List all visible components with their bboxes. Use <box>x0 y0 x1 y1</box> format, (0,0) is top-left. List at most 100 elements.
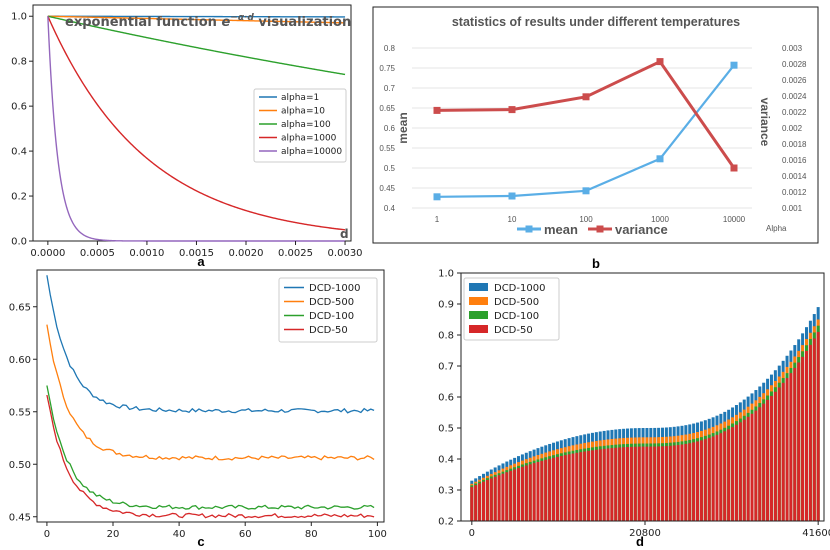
panel-b-right-tick-label: 0.002 <box>782 124 803 133</box>
panel-d-bar-DCD-50 <box>606 448 610 521</box>
panel-d-bar-DCD-50 <box>489 478 493 521</box>
panel-d-bar-DCD-50 <box>812 338 816 521</box>
panel-a-series-line-alpha-1000 <box>47 15 346 231</box>
panel-c-y-tick-label: 0.60 <box>9 355 31 366</box>
panel-b-legend-marker <box>525 225 533 233</box>
panel-d-y-tick-label: 0.7 <box>438 362 454 373</box>
panel-d-legend-box <box>463 277 560 341</box>
panel-d-bar-DCD-50 <box>653 446 657 521</box>
panel-d-bar-DCD-50 <box>567 454 571 521</box>
panel-d-legend-label: DCD-1000 <box>494 283 545 294</box>
panel-c-series-line-DCD-50 <box>46 394 375 519</box>
panel-c-legend-box <box>278 277 378 343</box>
panel-c-series-line-DCD-500 <box>46 324 375 461</box>
panel-d-bar-DCD-50 <box>536 461 540 521</box>
panel-d-bar-DCD-50 <box>513 469 517 521</box>
panel-a-legend-label: alpha=1000 <box>281 134 337 144</box>
panel-b-marker-mean <box>508 192 516 200</box>
panel-d-bar-DCD-50 <box>544 459 548 521</box>
panel-d-bar-DCD-50 <box>645 446 649 521</box>
panel-d-x-tick-label: 0 <box>469 528 475 539</box>
panel-c-series-line-DCD-1000 <box>46 275 375 414</box>
panel-d-bar-DCD-50 <box>649 446 653 521</box>
panel-d-bar-DCD-50 <box>769 395 773 521</box>
panel-d-bar-DCD-50 <box>622 447 626 521</box>
panel-d-bar-DCD-50 <box>738 422 742 521</box>
panel-d-y-tick-label: 0.4 <box>438 455 454 466</box>
panel-d-bar-DCD-50 <box>501 473 505 521</box>
panel-c-x-tick-label: 80 <box>305 529 318 540</box>
panel-d-bar-DCD-50 <box>742 419 746 521</box>
panel-c-y-tick-label: 0.65 <box>9 302 31 313</box>
panel-a-y-tick-label: 0.8 <box>11 57 27 68</box>
panel-d-bar-DCD-50 <box>684 443 688 521</box>
panel-b-x-tick-label: 10 <box>508 215 517 224</box>
panel-d-bar-DCD-50 <box>509 470 513 521</box>
panel-d-bar-DCD-50 <box>692 442 696 521</box>
panel-a-x-tick-label: 0.0005 <box>80 248 115 259</box>
panel-b-left-tick-label: 0.65 <box>379 104 395 113</box>
panel-a-y-tick-label: 0.2 <box>11 192 27 203</box>
panel-b-left-tick-label: 0.7 <box>384 84 396 93</box>
panel-label-b: b <box>592 256 600 271</box>
panel-d-bar-DCD-50 <box>696 441 700 521</box>
panel-d-bar-DCD-50 <box>482 481 485 521</box>
panel-d-bar-DCD-50 <box>688 443 692 521</box>
panel-d-bar-DCD-50 <box>773 391 777 521</box>
panel-d-bar-DCD-50 <box>715 434 719 521</box>
panel-d-bar-DCD-50 <box>731 427 735 521</box>
panel-d-x-tick-label: 20800 <box>629 528 661 539</box>
panel-b-ylabel-left: mean <box>396 112 410 143</box>
panel-c-legend-label: DCD-100 <box>309 311 354 322</box>
panel-b-left-tick-label: 0.45 <box>379 184 395 193</box>
panel-d-bar-DCD-50 <box>661 446 665 521</box>
panel-d-bar-DCD-50 <box>641 446 645 521</box>
panel-c-x-tick-label: 60 <box>239 529 252 540</box>
panel-b-legend-label: variance <box>615 222 668 237</box>
panel-b-right-tick-label: 0.0014 <box>782 172 807 181</box>
panel-d-bar-DCD-50 <box>793 367 797 521</box>
panel-a-legend-label: alpha=10000 <box>281 147 342 157</box>
panel-d-bar-DCD-50 <box>816 331 820 521</box>
panel-b-right-tick-label: 0.0026 <box>782 76 807 85</box>
panel-d-bar-DCD-50 <box>493 476 497 521</box>
panel-b-right-tick-label: 0.0024 <box>782 92 807 101</box>
panel-b-legend: mean variance <box>517 222 668 237</box>
panel-d-bar-DCD-50 <box>594 449 598 521</box>
panel-b-right-tick-label: 0.0028 <box>782 60 807 69</box>
panel-b: statistics of results under different te… <box>372 6 819 271</box>
panel-b-marker-mean <box>433 193 441 201</box>
panel-a-legend-label: alpha=1 <box>281 93 319 103</box>
panel-b-x-tick-label: 100 <box>579 215 593 224</box>
panel-a-x-tick-label: 0.0020 <box>228 248 263 259</box>
panel-c-y-tick-label: 0.45 <box>9 512 31 523</box>
panel-b-right-tick-label: 0.0022 <box>782 108 807 117</box>
panel-b-marker-variance <box>656 58 664 66</box>
panel-a-corner-label: d <box>340 227 349 241</box>
panel-d-bar-DCD-50 <box>746 416 750 521</box>
panel-b-marker-mean <box>656 155 664 163</box>
panel-label-c: c <box>197 534 204 549</box>
panel-d-bar-DCD-50 <box>520 466 524 521</box>
panel-a-legend-label: alpha=10 <box>281 107 325 117</box>
panel-b-left-tick-label: 0.5 <box>384 164 396 173</box>
panel-d-bar-DCD-50 <box>637 446 641 521</box>
panel-a: 0.0000 0.0005 0.0010 0.0015 0.0020 0.0025 0.00… <box>11 4 363 269</box>
panel-d-bar-DCD-50 <box>559 456 563 521</box>
panel-d-bar-DCD-50 <box>785 378 789 521</box>
panel-b-right-tick-label: 0.001 <box>782 204 803 213</box>
panel-b-title: statistics of results under different te… <box>452 15 740 29</box>
panel-b-left-tick-label: 0.4 <box>384 204 396 213</box>
panel-a-x-tick-label: 0.0030 <box>328 248 363 259</box>
panel-d-bar-DCD-50 <box>575 452 579 521</box>
panel-d-bar-DCD-50 <box>505 472 509 521</box>
panel-d-bar-DCD-50 <box>672 445 676 521</box>
panel-c-series-line-DCD-100 <box>46 385 375 511</box>
panel-c-x-tick-label: 40 <box>173 529 186 540</box>
panel-b-left-tick-label: 0.6 <box>384 124 396 133</box>
panel-c-legend: DCD-1000 DCD-500 DCD-100 DCD-50 <box>278 277 378 343</box>
panel-d-bar-DCD-50 <box>532 463 536 521</box>
panel-d-bar-DCD-50 <box>680 444 684 521</box>
panel-b-marker-variance <box>508 106 516 114</box>
